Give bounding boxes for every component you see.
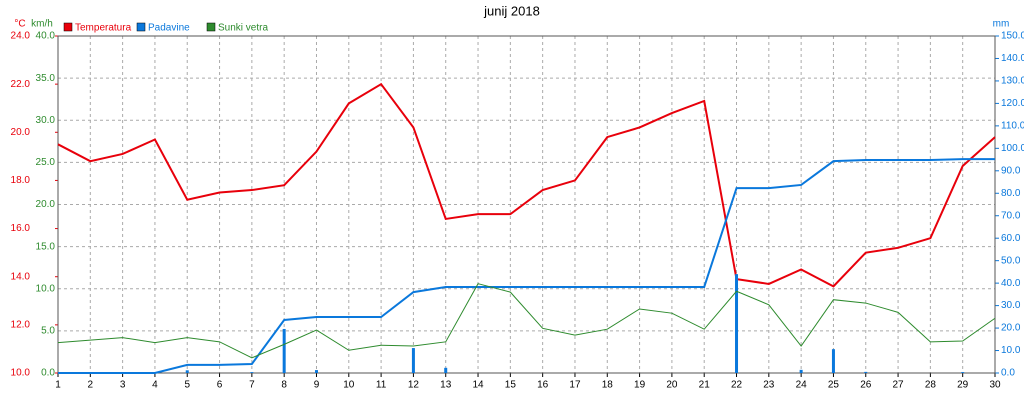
y2-tick-label: 0.0 xyxy=(41,368,55,379)
y3-tick-label: 20.0 xyxy=(1001,323,1021,334)
precip-bar xyxy=(444,367,448,373)
y2-tick-label: 10.0 xyxy=(36,283,56,294)
x-tick-label: 29 xyxy=(957,380,969,391)
x-tick-label: 18 xyxy=(602,380,614,391)
x-tick-label: 11 xyxy=(376,380,387,391)
x-tick-label: 25 xyxy=(828,380,840,391)
x-tick-label: 24 xyxy=(796,380,808,391)
y2-tick-label: 40.0 xyxy=(36,31,56,42)
x-tick-label: 4 xyxy=(152,380,158,391)
series-line xyxy=(58,158,995,374)
series-line xyxy=(57,82,996,288)
precip-bar xyxy=(961,372,965,373)
y3-tick-label: 150.0 xyxy=(1001,31,1024,42)
x-tick-label: 8 xyxy=(281,380,287,391)
x-tick-label: 17 xyxy=(569,380,581,391)
precip-bar xyxy=(735,274,739,373)
y-axis-unit: °C xyxy=(14,19,25,30)
x-tick-label: 3 xyxy=(120,380,126,391)
y-tick-label: 18.0 xyxy=(11,175,31,186)
y3-tick-label: 0.0 xyxy=(1001,368,1015,379)
precip-bar xyxy=(314,370,318,373)
x-tick-label: 1 xyxy=(55,380,61,391)
y3-tick-label: 110.0 xyxy=(1001,121,1024,132)
x-tick-label: 9 xyxy=(314,380,320,391)
y-tick-label: 12.0 xyxy=(11,319,31,330)
legend-label: Temperatura xyxy=(75,23,132,34)
x-tick-label: 10 xyxy=(343,380,355,391)
y2-tick-label: 35.0 xyxy=(36,73,56,84)
y3-tick-label: 30.0 xyxy=(1001,300,1021,311)
precip-bar xyxy=(411,348,415,373)
y-tick-label: 22.0 xyxy=(11,79,31,90)
x-tick-label: 23 xyxy=(763,380,775,391)
x-tick-label: 7 xyxy=(249,380,255,391)
y3-tick-label: 70.0 xyxy=(1001,210,1021,221)
y3-tick-label: 50.0 xyxy=(1001,255,1021,266)
x-tick-label: 16 xyxy=(537,380,549,391)
precip-bar xyxy=(282,328,286,373)
y-tick-label: 14.0 xyxy=(11,271,31,282)
y2-tick-label: 20.0 xyxy=(36,199,56,210)
precip-bar xyxy=(185,370,189,373)
series-line xyxy=(57,283,996,359)
x-tick-label: 5 xyxy=(184,380,190,391)
y2-tick-label: 5.0 xyxy=(41,326,55,337)
x-tick-label: 6 xyxy=(217,380,223,391)
x-tick-label: 2 xyxy=(88,380,94,391)
y3-axis-unit: mm xyxy=(993,19,1010,30)
y-tick-label: 16.0 xyxy=(11,223,31,234)
y3-tick-label: 90.0 xyxy=(1001,165,1021,176)
legend-swatch xyxy=(206,22,216,32)
x-tick-label: 22 xyxy=(731,380,743,391)
y3-tick-label: 100.0 xyxy=(1001,143,1024,154)
precip-bar xyxy=(799,369,803,373)
precip-bar xyxy=(250,372,254,373)
y2-axis-unit: km/h xyxy=(31,19,53,30)
legend-swatch xyxy=(136,22,146,32)
y3-tick-label: 140.0 xyxy=(1001,53,1024,64)
legend-swatch xyxy=(63,22,73,32)
y3-tick-label: 120.0 xyxy=(1001,98,1024,109)
y2-tick-label: 25.0 xyxy=(36,157,56,168)
legend-label: Sunki vetra xyxy=(218,23,268,34)
x-tick-label: 13 xyxy=(440,380,452,391)
x-tick-label: 28 xyxy=(925,380,937,391)
x-tick-label: 20 xyxy=(666,380,678,391)
legend-label: Padavine xyxy=(148,23,190,34)
y2-tick-label: 15.0 xyxy=(36,241,56,252)
y3-tick-label: 10.0 xyxy=(1001,345,1021,356)
precip-bar xyxy=(864,371,868,373)
chart-title: junij 2018 xyxy=(483,3,540,18)
x-tick-label: 14 xyxy=(472,380,484,391)
plot-frame xyxy=(57,35,996,374)
precip-bar xyxy=(831,349,835,373)
y3-tick-label: 80.0 xyxy=(1001,188,1021,199)
y-tick-label: 10.0 xyxy=(11,368,31,379)
x-tick-label: 21 xyxy=(699,380,711,391)
x-tick-label: 15 xyxy=(505,380,517,391)
x-tick-label: 27 xyxy=(893,380,905,391)
x-tick-label: 19 xyxy=(634,380,646,391)
x-tick-label: 12 xyxy=(408,380,420,391)
y-tick-label: 20.0 xyxy=(11,127,31,138)
y3-tick-label: 60.0 xyxy=(1001,233,1021,244)
x-tick-label: 26 xyxy=(860,380,872,391)
x-tick-label: 30 xyxy=(989,380,1001,391)
y3-tick-label: 40.0 xyxy=(1001,278,1021,289)
y3-tick-label: 130.0 xyxy=(1001,76,1024,87)
y-tick-label: 24.0 xyxy=(11,31,31,42)
y2-tick-label: 30.0 xyxy=(36,115,56,126)
